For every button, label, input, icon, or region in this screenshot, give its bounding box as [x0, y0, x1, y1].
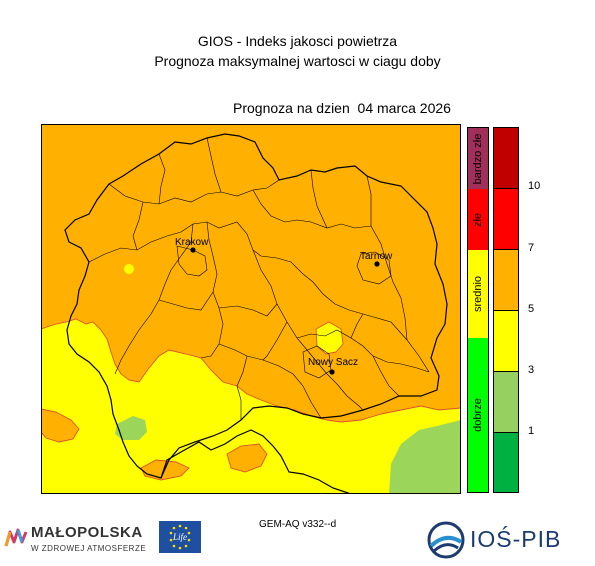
city-label-nowy-sacz: Nowy Sacz	[308, 357, 358, 368]
ios-pib-logo: IOŚ-PIB	[426, 518, 566, 560]
city-nowy-sacz: Nowy Sacz	[308, 357, 358, 375]
scale-segment-good	[494, 372, 518, 433]
city-tarnow: Tarnow	[360, 251, 393, 267]
city-label-tarnow: Tarnow	[360, 251, 393, 262]
ios-pib-logo-text: IOŚ-PIB	[470, 526, 562, 552]
scale-tick-3: 3	[528, 364, 535, 376]
map-frame	[41, 124, 461, 494]
zone-srednio-island-tatra	[227, 444, 267, 472]
malopolska-logo-text: MAŁOPOLSKA	[31, 524, 143, 541]
malopolska-mark-icon	[4, 528, 28, 547]
zone-srednio-island-west	[41, 409, 79, 442]
scale-tick-5: 5	[528, 303, 535, 315]
state-border	[160, 429, 352, 494]
zone-umiarkowane-nowy-sacz	[316, 322, 343, 354]
zone-umiarkowane-south	[41, 319, 461, 494]
zone-dobrze-east	[389, 420, 461, 494]
category-zle: złe	[468, 189, 488, 251]
category-bardzo-zle: bardzo złe	[468, 128, 488, 190]
isolines	[41, 318, 461, 481]
scale-segment-sufficient	[494, 250, 518, 311]
zone-dobrze-west	[115, 416, 147, 440]
category-dobrze: dobrze	[468, 338, 488, 492]
category-srednio: srednio	[468, 250, 488, 339]
map-subtitle: Prognoza maksymalnej wartosci w ciagu do…	[154, 53, 441, 69]
scale-segment-bad	[494, 189, 518, 250]
scale-segment-very-bad	[494, 128, 518, 189]
ios-pib-mark-icon	[427, 521, 465, 559]
region-boundary	[64, 133, 448, 479]
scale-tick-10: 10	[528, 180, 541, 192]
city-krakow: Krakow	[175, 237, 209, 253]
scale-tick-1: 1	[528, 425, 535, 437]
category-legend: bardzo złe złe srednio dobrze	[467, 127, 489, 493]
svg-text:Life: Life	[172, 532, 187, 542]
air-quality-map: Krakow Tarnow Nowy Sacz	[41, 124, 461, 494]
city-label-krakow: Krakow	[175, 237, 209, 248]
county-boundaries	[88, 137, 430, 420]
scale-segment-very-good	[494, 433, 518, 492]
scale-tick-7: 7	[528, 242, 535, 254]
color-scale	[493, 127, 519, 493]
eu-life-logo: Life	[159, 521, 201, 553]
eu-flag-icon: Life	[159, 521, 201, 553]
malopolska-logo: MAŁOPOLSKA W ZDROWEJ ATMOSFERZE	[4, 520, 154, 560]
forecast-date: Prognoza na dzien 04 marca 2026	[233, 100, 451, 116]
malopolska-logo-subtext: W ZDROWEJ ATMOSFERZE	[31, 544, 147, 553]
scale-segment-moderate	[494, 311, 518, 372]
map-title: GIOS - Indeks jakosci powietrza	[197, 33, 398, 49]
model-version: GEM-AQ v332--d	[259, 519, 337, 530]
zone-umiarkowane-spot	[124, 264, 134, 274]
